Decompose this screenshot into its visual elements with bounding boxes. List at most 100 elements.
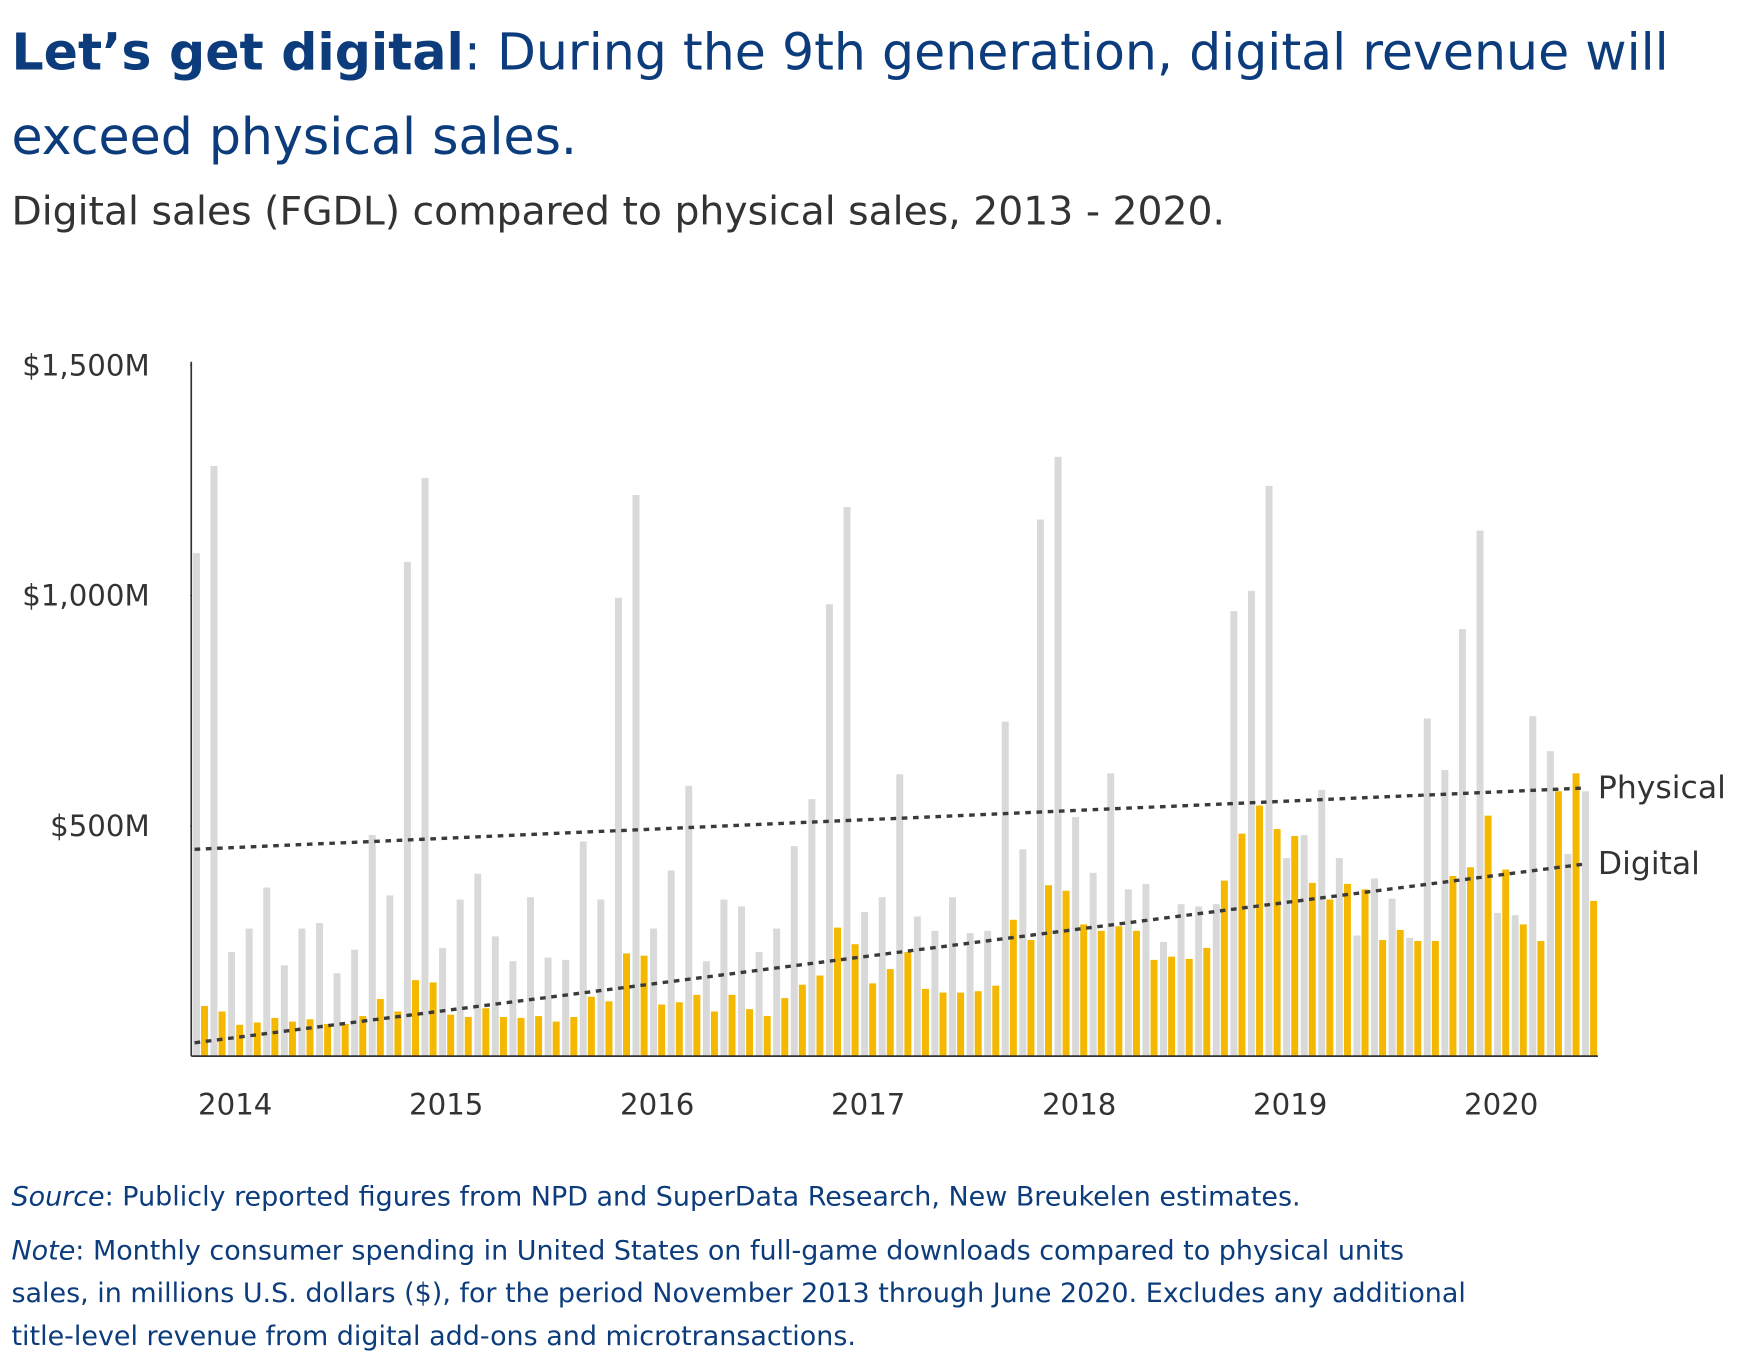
bar bbox=[464, 1016, 472, 1057]
bar bbox=[623, 953, 630, 1057]
x-tick-label: 2017 bbox=[831, 1088, 905, 1122]
bar bbox=[738, 906, 745, 1057]
bar bbox=[386, 895, 394, 1057]
bar bbox=[1379, 940, 1387, 1057]
bar bbox=[1185, 958, 1193, 1057]
bar bbox=[333, 973, 341, 1057]
bar bbox=[720, 899, 728, 1057]
bar bbox=[1449, 876, 1457, 1057]
bar bbox=[1343, 883, 1351, 1057]
bar bbox=[992, 985, 1000, 1057]
bar bbox=[755, 952, 763, 1057]
bar bbox=[1080, 924, 1088, 1057]
bar bbox=[1326, 899, 1334, 1057]
bar bbox=[605, 1001, 613, 1057]
bar bbox=[851, 944, 859, 1057]
bar bbox=[1115, 926, 1123, 1057]
bar bbox=[429, 982, 437, 1057]
x-tick-label: 2014 bbox=[198, 1088, 272, 1122]
trend-label: Digital bbox=[1598, 846, 1700, 882]
x-tick-label: 2015 bbox=[409, 1088, 483, 1122]
bar bbox=[587, 996, 595, 1057]
bar bbox=[527, 897, 534, 1057]
bar bbox=[544, 957, 552, 1057]
bar bbox=[1554, 791, 1562, 1057]
bar bbox=[1247, 590, 1255, 1057]
bar bbox=[1564, 853, 1572, 1057]
bar bbox=[781, 998, 789, 1057]
bar bbox=[1291, 835, 1299, 1057]
bar bbox=[1406, 937, 1414, 1057]
x-tick-label: 2018 bbox=[1042, 1088, 1116, 1122]
bar bbox=[1529, 716, 1537, 1057]
bar bbox=[869, 983, 877, 1057]
bar bbox=[886, 969, 894, 1057]
bar bbox=[921, 988, 929, 1057]
bar bbox=[614, 597, 622, 1057]
bar bbox=[201, 1005, 208, 1057]
source: Source: Publicly reported figures from N… bbox=[11, 1182, 1300, 1213]
bar bbox=[843, 507, 851, 1057]
x-tick-label: 2020 bbox=[1464, 1088, 1538, 1122]
bar bbox=[1476, 530, 1484, 1057]
bar bbox=[667, 870, 675, 1057]
bar bbox=[351, 949, 359, 1057]
chart-title-line: exceed physical sales. bbox=[11, 107, 577, 166]
bar bbox=[974, 991, 982, 1057]
bar bbox=[1107, 773, 1115, 1057]
bar bbox=[1572, 773, 1580, 1057]
bar bbox=[834, 927, 842, 1057]
bar bbox=[316, 923, 323, 1057]
bar bbox=[1124, 889, 1132, 1057]
bar bbox=[632, 495, 640, 1057]
note-line: sales, in millions U.S. dollars ($), for… bbox=[11, 1278, 1465, 1309]
bar bbox=[878, 897, 886, 1057]
note-label: Note bbox=[11, 1236, 75, 1267]
bar bbox=[746, 1009, 754, 1057]
bar bbox=[640, 955, 648, 1057]
trend-label: Physical bbox=[1598, 770, 1726, 806]
bar bbox=[1371, 878, 1379, 1057]
bar bbox=[658, 1004, 666, 1057]
bar bbox=[579, 841, 587, 1057]
y-tick-label: $1,000M bbox=[22, 579, 149, 613]
bar bbox=[1220, 880, 1228, 1057]
bar bbox=[790, 846, 798, 1057]
bar bbox=[1273, 829, 1281, 1057]
trend-line bbox=[194, 786, 1585, 851]
bar bbox=[499, 1016, 507, 1057]
bar bbox=[376, 999, 384, 1057]
bar bbox=[562, 959, 570, 1057]
bar bbox=[570, 1016, 578, 1057]
x-tick-label: 2016 bbox=[620, 1088, 694, 1122]
bar bbox=[421, 478, 429, 1057]
bar bbox=[1256, 805, 1264, 1057]
bar bbox=[966, 933, 974, 1057]
bar bbox=[253, 1022, 261, 1057]
bar bbox=[1414, 940, 1422, 1057]
bar bbox=[394, 1011, 402, 1057]
bar bbox=[1036, 519, 1044, 1057]
bar bbox=[675, 1002, 683, 1057]
bar bbox=[1361, 889, 1369, 1057]
bar bbox=[1195, 906, 1203, 1057]
bar bbox=[368, 835, 376, 1057]
bar bbox=[1318, 789, 1326, 1057]
bar bbox=[1300, 835, 1308, 1057]
bar bbox=[685, 785, 693, 1057]
bar bbox=[192, 553, 200, 1057]
bar bbox=[896, 774, 904, 1057]
bar bbox=[1467, 867, 1475, 1057]
bar bbox=[1519, 924, 1527, 1057]
bar bbox=[280, 965, 288, 1057]
bar bbox=[552, 1021, 560, 1057]
bar bbox=[228, 952, 236, 1057]
bar bbox=[456, 899, 464, 1057]
bar bbox=[1009, 919, 1017, 1057]
title-text: : During the 9th generation, digital rev… bbox=[464, 23, 1669, 82]
x-tick-label: 2019 bbox=[1253, 1088, 1327, 1122]
bar bbox=[1484, 815, 1492, 1057]
bar bbox=[1132, 930, 1140, 1057]
bar bbox=[773, 928, 781, 1057]
